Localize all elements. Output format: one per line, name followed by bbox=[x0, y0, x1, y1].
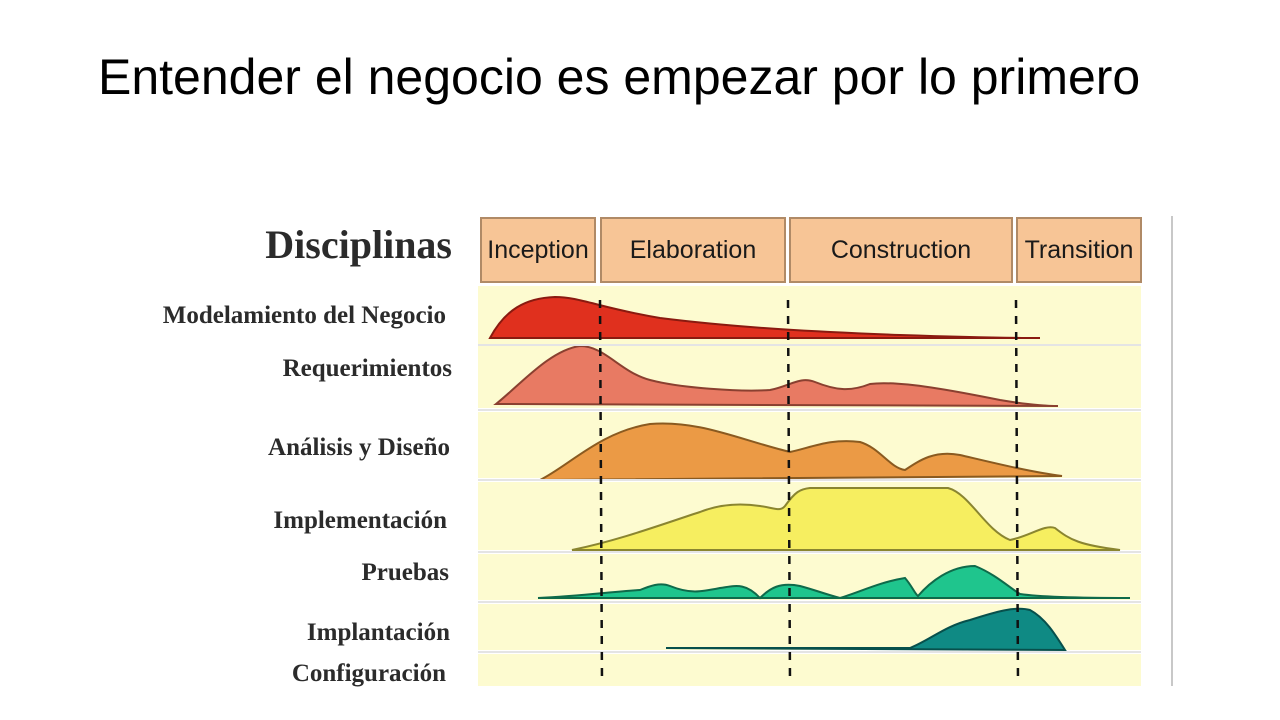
boundary-construction-transition bbox=[1014, 299, 1020, 685]
label-modelamiento: Modelamiento del Negocio bbox=[163, 302, 446, 329]
hump-modelamiento bbox=[488, 295, 1041, 339]
label-implementacion: Implementación bbox=[273, 507, 447, 534]
hump-implementacion bbox=[571, 487, 1121, 551]
phase-label-construction: Construction bbox=[831, 236, 971, 264]
hump-analisis bbox=[539, 422, 1063, 481]
phase-label-elaboration: Elaboration bbox=[630, 236, 756, 264]
label-pruebas: Pruebas bbox=[362, 559, 450, 586]
phase-box-elaboration bbox=[600, 217, 786, 283]
label-requerimientos: Requerimientos bbox=[283, 355, 453, 382]
discipline-labels: Disciplinas Modelamiento del Negocio Req… bbox=[163, 222, 453, 687]
disciplines-heading: Disciplinas bbox=[265, 222, 452, 267]
phase-box-transition bbox=[1016, 217, 1142, 283]
phase-header: Inception Elaboration Construction Trans… bbox=[480, 217, 1142, 283]
phase-label-transition: Transition bbox=[1025, 236, 1134, 264]
phase-box-inception bbox=[480, 217, 596, 283]
phase-boundaries bbox=[598, 299, 1020, 685]
label-configuracion: Configuración bbox=[292, 660, 446, 687]
band-dividers bbox=[478, 344, 1141, 653]
hump-requerimientos bbox=[493, 344, 1059, 407]
boundary-elaboration-construction bbox=[786, 299, 792, 685]
boundary-inception-elaboration bbox=[598, 299, 604, 685]
label-analisis: Análisis y Diseño bbox=[268, 434, 450, 461]
hump-pruebas bbox=[537, 564, 1131, 600]
label-implantacion: Implantación bbox=[307, 619, 450, 646]
slide-title: Entender el negocio es empezar por lo pr… bbox=[98, 49, 1141, 105]
phase-label-inception: Inception bbox=[487, 236, 588, 264]
phase-box-construction bbox=[789, 217, 1013, 283]
band-configuracion bbox=[478, 654, 1141, 686]
hump-implantacion bbox=[665, 607, 1067, 652]
effort-curves bbox=[488, 295, 1131, 652]
